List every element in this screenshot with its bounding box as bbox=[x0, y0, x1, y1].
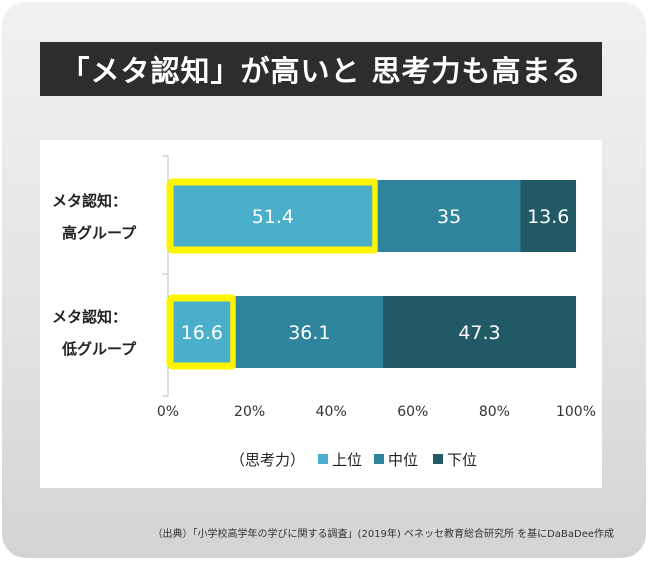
bar-1-2 bbox=[383, 296, 576, 368]
legend-label-2: 下位 bbox=[447, 451, 477, 469]
legend-swatch-2 bbox=[433, 454, 443, 464]
bar-label-1-1: 36.1 bbox=[288, 322, 330, 344]
category-label-0-line1: メタ認知： bbox=[52, 192, 127, 210]
legend-label-1: 中位 bbox=[388, 451, 418, 469]
highlight-frame-1 bbox=[166, 294, 238, 370]
category-label-1-line1: メタ認知： bbox=[52, 308, 127, 326]
bar-label-0-1: 35 bbox=[437, 206, 461, 228]
x-tick-label-1: 20% bbox=[234, 404, 265, 420]
x-tick-label-0: 0% bbox=[157, 404, 179, 420]
legend-label-0: 上位 bbox=[332, 451, 362, 469]
category-label-1-line2: 低グループ bbox=[61, 340, 137, 358]
x-tick-label-4: 80% bbox=[479, 404, 510, 420]
bar-label-0-0: 51.4 bbox=[252, 206, 294, 228]
x-tick-label-2: 40% bbox=[316, 404, 347, 420]
bar-0-0 bbox=[168, 180, 378, 252]
bar-label-1-0: 16.6 bbox=[181, 322, 223, 344]
x-tick-label-3: 60% bbox=[397, 404, 428, 420]
bar-0-2 bbox=[520, 180, 576, 252]
bar-0-1 bbox=[377, 180, 521, 252]
highlight-frame-0 bbox=[166, 178, 380, 254]
legend-swatch-0 bbox=[318, 454, 328, 464]
bar-label-1-2: 47.3 bbox=[458, 322, 500, 344]
bar-1-1 bbox=[235, 296, 384, 368]
category-label-0-line2: 高グループ bbox=[62, 224, 137, 242]
legend-title: （思考力） bbox=[230, 451, 305, 469]
source-footnote: （出典）「小学校高学年の学びに関する調査」(2019年) ベネッセ教育総合研究所… bbox=[152, 529, 614, 540]
bar-1-0 bbox=[168, 296, 236, 368]
legend-swatch-1 bbox=[374, 454, 384, 464]
x-tick-label-5: 100% bbox=[556, 404, 596, 420]
bar-label-0-2: 13.6 bbox=[527, 206, 569, 228]
page-title: 「メタ認知」が高いと 思考力も高まる bbox=[40, 42, 602, 96]
